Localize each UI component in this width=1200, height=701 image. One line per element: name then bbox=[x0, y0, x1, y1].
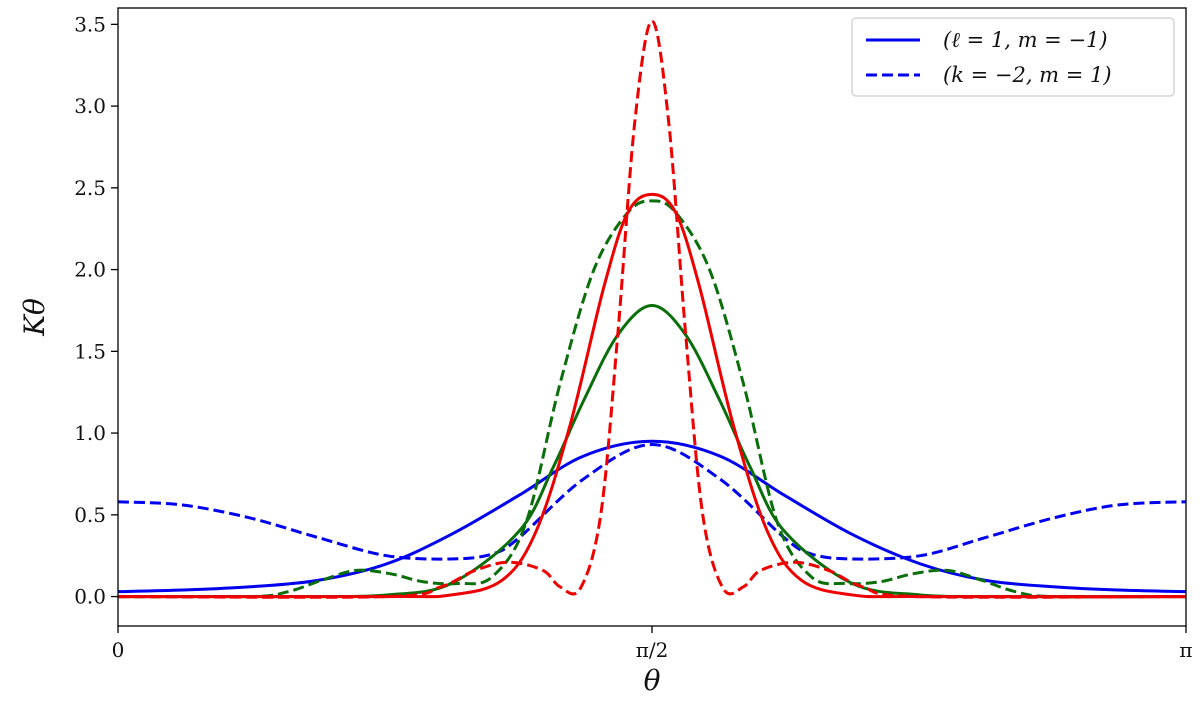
series-layer bbox=[117, 19, 1187, 599]
legend-box bbox=[851, 17, 1175, 97]
series-line-4-solid bbox=[117, 192, 1187, 599]
x-axis-label: θ bbox=[644, 664, 661, 697]
y-tick-label: 2.0 bbox=[74, 258, 106, 282]
y-tick-label: 0.5 bbox=[74, 503, 106, 527]
series-line-2-solid bbox=[118, 304, 1186, 599]
y-tick-label: 3.5 bbox=[74, 12, 106, 36]
series-line-3-dashed bbox=[117, 199, 1187, 599]
series-line-5-dashed bbox=[117, 19, 1187, 599]
y-tick-label: 1.5 bbox=[74, 339, 106, 363]
x-tick-label: π bbox=[1179, 638, 1192, 662]
y-tick-label: 0.0 bbox=[74, 585, 106, 609]
plot-frame bbox=[117, 7, 1187, 627]
y-tick-label: 3.0 bbox=[74, 94, 106, 118]
legend: (ℓ = 1, m = −1) (k = −2, m = 1) bbox=[851, 17, 1175, 97]
ticks-layer: 0.0 0.5 1.0 1.5 2.0 2.5 3.0 3.5 0 π/2 π bbox=[74, 12, 1192, 662]
y-tick-label: 2.5 bbox=[74, 176, 106, 200]
legend-label-dashed: (k = −2, m = 1) bbox=[943, 63, 1112, 87]
series-line-1-dashed bbox=[117, 443, 1187, 561]
x-tick-label: π/2 bbox=[636, 638, 669, 662]
y-axis-label: Kθ bbox=[18, 298, 51, 337]
y-tick-label: 1.0 bbox=[74, 421, 106, 445]
legend-label-solid: (ℓ = 1, m = −1) bbox=[943, 28, 1108, 52]
x-tick-label: 0 bbox=[112, 638, 125, 662]
series-line-0-solid bbox=[117, 439, 1187, 594]
